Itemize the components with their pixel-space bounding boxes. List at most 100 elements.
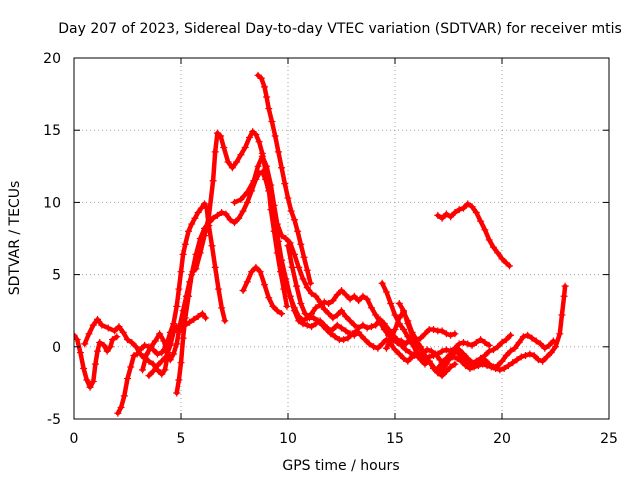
data-point <box>404 320 412 328</box>
data-point <box>133 350 141 358</box>
data-point <box>425 357 433 365</box>
data-point <box>94 347 102 355</box>
data-point <box>517 353 525 361</box>
data-point <box>547 349 555 357</box>
data-point <box>263 93 271 101</box>
data-point <box>211 148 219 156</box>
data-point <box>502 336 510 344</box>
data-point <box>338 307 345 315</box>
data-point <box>278 263 286 271</box>
data-point <box>192 250 200 258</box>
data-point <box>257 74 265 82</box>
data-point <box>400 307 408 315</box>
data-point <box>274 237 282 245</box>
data-point <box>359 321 367 329</box>
data-point <box>149 360 157 368</box>
data-point <box>370 343 378 351</box>
data-point <box>498 357 506 365</box>
data-point <box>342 291 350 299</box>
data-point <box>83 376 91 384</box>
data-point <box>86 383 94 391</box>
data-point <box>81 340 89 348</box>
data-point <box>361 336 369 344</box>
data-point <box>380 325 388 333</box>
data-point <box>114 409 122 417</box>
data-point <box>417 334 425 342</box>
data-point <box>382 288 390 296</box>
data-point <box>278 256 286 264</box>
data-point <box>434 364 442 372</box>
data-point <box>162 353 170 361</box>
data-point <box>494 343 502 351</box>
data-point <box>231 198 238 206</box>
data-point <box>265 294 273 302</box>
data-point <box>549 337 557 345</box>
data-point <box>214 285 222 293</box>
data-point <box>153 350 161 358</box>
data-point <box>522 351 530 359</box>
data-point <box>270 201 278 209</box>
data-point <box>357 331 365 339</box>
data-point <box>438 347 446 355</box>
data-point <box>117 403 125 411</box>
data-point <box>498 338 506 346</box>
data-point <box>288 263 296 271</box>
data-point <box>329 297 337 305</box>
data-point <box>348 330 356 338</box>
data-point <box>537 340 545 348</box>
data-point <box>98 321 106 329</box>
data-point <box>312 304 320 312</box>
data-point <box>132 343 140 351</box>
data-point <box>505 262 513 270</box>
data-point <box>442 210 450 218</box>
data-point <box>221 317 229 325</box>
data-point <box>489 243 497 251</box>
data-point <box>243 198 251 206</box>
data-point <box>464 360 472 368</box>
data-point <box>191 214 199 222</box>
data-point <box>198 310 206 318</box>
data-point <box>320 305 328 313</box>
data-point <box>303 284 311 292</box>
data-point <box>260 281 268 289</box>
series-arc-11 <box>285 243 458 378</box>
data-point <box>111 327 119 335</box>
data-point <box>442 354 450 362</box>
data-point <box>391 346 399 354</box>
data-point <box>237 151 245 159</box>
data-point <box>173 340 181 348</box>
data-point <box>220 144 228 152</box>
data-point <box>106 343 114 351</box>
data-point <box>434 350 442 358</box>
data-point <box>166 356 174 364</box>
data-point <box>485 236 493 244</box>
data-point <box>539 357 547 365</box>
data-point <box>541 344 549 352</box>
y-tick-label: 0 <box>52 340 61 356</box>
data-point <box>295 263 303 271</box>
data-point <box>423 346 431 354</box>
data-point <box>282 278 290 286</box>
data-point <box>297 240 305 248</box>
data-point <box>333 311 341 319</box>
data-point <box>502 351 510 359</box>
data-point <box>327 330 335 338</box>
data-point <box>290 304 298 312</box>
x-tick-labels: 0 5 10 15 20 25 <box>70 431 618 447</box>
data-point <box>376 318 384 326</box>
data-point <box>333 291 341 299</box>
data-point <box>293 282 301 290</box>
data-point <box>158 370 166 378</box>
data-point <box>218 304 226 312</box>
data-point <box>464 340 472 348</box>
data-point <box>115 323 123 331</box>
series-arc-16 <box>435 332 556 371</box>
data-point <box>489 346 497 354</box>
y-tick-label: 20 <box>43 51 61 67</box>
data-point <box>494 362 502 370</box>
data-point <box>312 292 320 300</box>
data-point <box>243 188 251 196</box>
data-point <box>342 312 350 320</box>
data-point <box>297 299 305 307</box>
data-point <box>170 328 178 336</box>
